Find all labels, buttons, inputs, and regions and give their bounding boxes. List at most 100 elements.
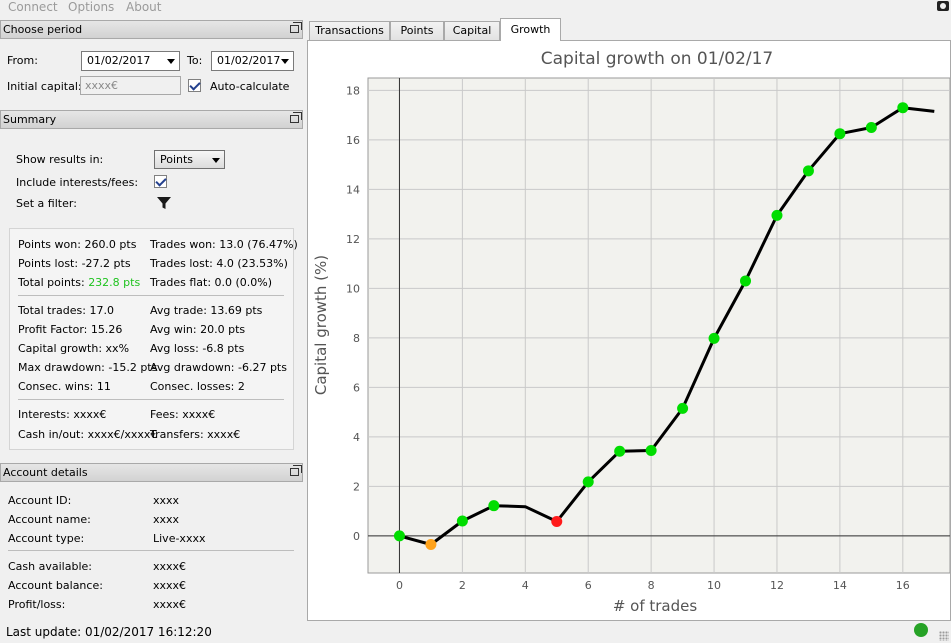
from-date-picker[interactable]: 01/02/2017 (81, 51, 180, 71)
account-name-value: xxxx (153, 513, 180, 526)
trades-won: Trades won: 13.0 (76.47%) (150, 238, 298, 251)
auto-calculate-label: Auto-calculate (210, 80, 290, 93)
growth-chart-panel: 0 2 4 6 8 10 12 14 16 0 2 4 6 8 10 12 14 16 18 Capital grow… (307, 40, 951, 621)
chevron-down-icon (212, 158, 220, 163)
tab-capital[interactable]: Capital (444, 21, 500, 40)
data-point (488, 500, 500, 512)
data-point (802, 165, 814, 177)
divider (18, 399, 284, 400)
x-tick-label: 0 (396, 579, 403, 592)
y-tick-label: 2 (353, 480, 360, 493)
account-type-value: Live-xxxx (153, 532, 206, 545)
data-point (708, 332, 720, 344)
float-panel-icon[interactable] (290, 112, 302, 123)
x-tick-label: 16 (896, 579, 910, 592)
data-point (425, 539, 437, 551)
points-lost: Points lost: -27.2 pts (18, 257, 131, 270)
include-fees-checkbox[interactable] (154, 175, 167, 188)
x-tick-label: 10 (707, 579, 721, 592)
x-tick-label: 12 (770, 579, 784, 592)
account-balance-label: Account balance: (8, 579, 103, 592)
summary-panel-header: Summary (0, 110, 303, 129)
divider (18, 295, 284, 296)
x-axis-label: # of trades (613, 597, 698, 615)
account-header-title: Account details (3, 466, 88, 479)
to-label: To: (187, 54, 203, 67)
account-type-label: Account type: (8, 532, 85, 545)
to-date-picker[interactable]: 01/02/2017 (211, 51, 294, 71)
plot-area (367, 77, 950, 574)
y-tick-label: 6 (353, 381, 360, 394)
x-tick-label: 14 (833, 579, 847, 592)
show-results-value: Points (160, 153, 194, 166)
consec-losses: Consec. losses: 2 (150, 380, 245, 393)
data-point (740, 275, 752, 287)
show-results-select[interactable]: Points (154, 150, 225, 169)
filter-label: Set a filter: (16, 197, 77, 210)
account-id-label: Account ID: (8, 494, 72, 507)
x-tick-label: 6 (585, 579, 592, 592)
resize-grip-icon[interactable] (939, 631, 949, 641)
avg-loss: Avg loss: -6.8 pts (150, 342, 245, 355)
transfers: Transfers: xxxx€ (150, 428, 241, 441)
account-id-value: xxxx (153, 494, 180, 507)
menu-bar: Connect Options About (0, 0, 951, 16)
show-results-label: Show results in: (16, 153, 104, 166)
total-trades: Total trades: 17.0 (18, 304, 114, 317)
initial-capital-input[interactable]: xxxx€ (80, 76, 181, 95)
chevron-down-icon (281, 59, 289, 64)
data-point (771, 209, 783, 221)
data-point (614, 445, 626, 457)
y-tick-label: 12 (346, 233, 360, 246)
filter-icon[interactable] (156, 195, 172, 211)
data-point (456, 515, 468, 527)
period-panel-header: Choose period (0, 20, 303, 39)
cash-available-label: Cash available: (8, 560, 92, 573)
tab-growth[interactable]: Growth (500, 18, 561, 41)
from-date-value: 01/02/2017 (87, 54, 151, 67)
summary-header-title: Summary (3, 113, 57, 126)
y-tick-label: 10 (346, 282, 360, 295)
tab-transactions[interactable]: Transactions (309, 21, 390, 40)
camera-icon[interactable] (937, 1, 949, 11)
menu-options[interactable]: Options (68, 0, 115, 14)
profit-factor: Profit Factor: 15.26 (18, 323, 123, 336)
chart-title: Capital growth on 01/02/17 (541, 49, 774, 69)
trades-flat: Trades flat: 0.0 (0.0%) (150, 276, 273, 289)
y-tick-label: 14 (346, 183, 360, 196)
last-update-text: Last update: 01/02/2017 16:12:20 (6, 625, 212, 639)
data-point (582, 476, 594, 488)
avg-win: Avg win: 20.0 pts (150, 323, 246, 336)
account-panel-header: Account details (0, 463, 303, 482)
avg-drawdown: Avg drawdown: -6.27 pts (150, 361, 287, 374)
data-point (393, 530, 405, 542)
y-axis-label: Capital growth (%) (312, 255, 330, 395)
x-tick-label: 8 (648, 579, 655, 592)
y-tick-label: 16 (346, 134, 360, 147)
data-point (865, 122, 877, 133)
float-panel-icon[interactable] (290, 465, 302, 476)
y-tick-label: 18 (346, 84, 360, 97)
y-tick-label: 8 (353, 332, 360, 345)
data-point (834, 128, 846, 140)
to-date-value: 01/02/2017 (217, 54, 281, 67)
avg-trade: Avg trade: 13.69 pts (150, 304, 263, 317)
total-points-value: 232.8 pts (88, 276, 141, 289)
include-fees-label: Include interests/fees: (16, 176, 139, 189)
menu-connect[interactable]: Connect (8, 0, 58, 14)
max-drawdown: Max drawdown: -15.2 pts (18, 361, 158, 374)
summary-stats-box (9, 228, 294, 450)
capital-growth: Capital growth: xx% (18, 342, 130, 355)
cash-available-value: xxxx€ (153, 560, 187, 573)
growth-chart: 0 2 4 6 8 10 12 14 16 0 2 4 6 8 10 12 14 16 18 Capital grow… (312, 49, 950, 615)
tab-points[interactable]: Points (390, 21, 444, 40)
interests: Interests: xxxx€ (18, 408, 107, 421)
y-tick-label: 4 (353, 431, 360, 444)
data-point (677, 402, 689, 414)
auto-calculate-checkbox[interactable] (188, 79, 201, 92)
float-panel-icon[interactable] (290, 22, 302, 33)
connection-status-icon (914, 623, 928, 637)
menu-about[interactable]: About (126, 0, 162, 14)
divider (8, 550, 294, 551)
chevron-down-icon (167, 59, 175, 64)
